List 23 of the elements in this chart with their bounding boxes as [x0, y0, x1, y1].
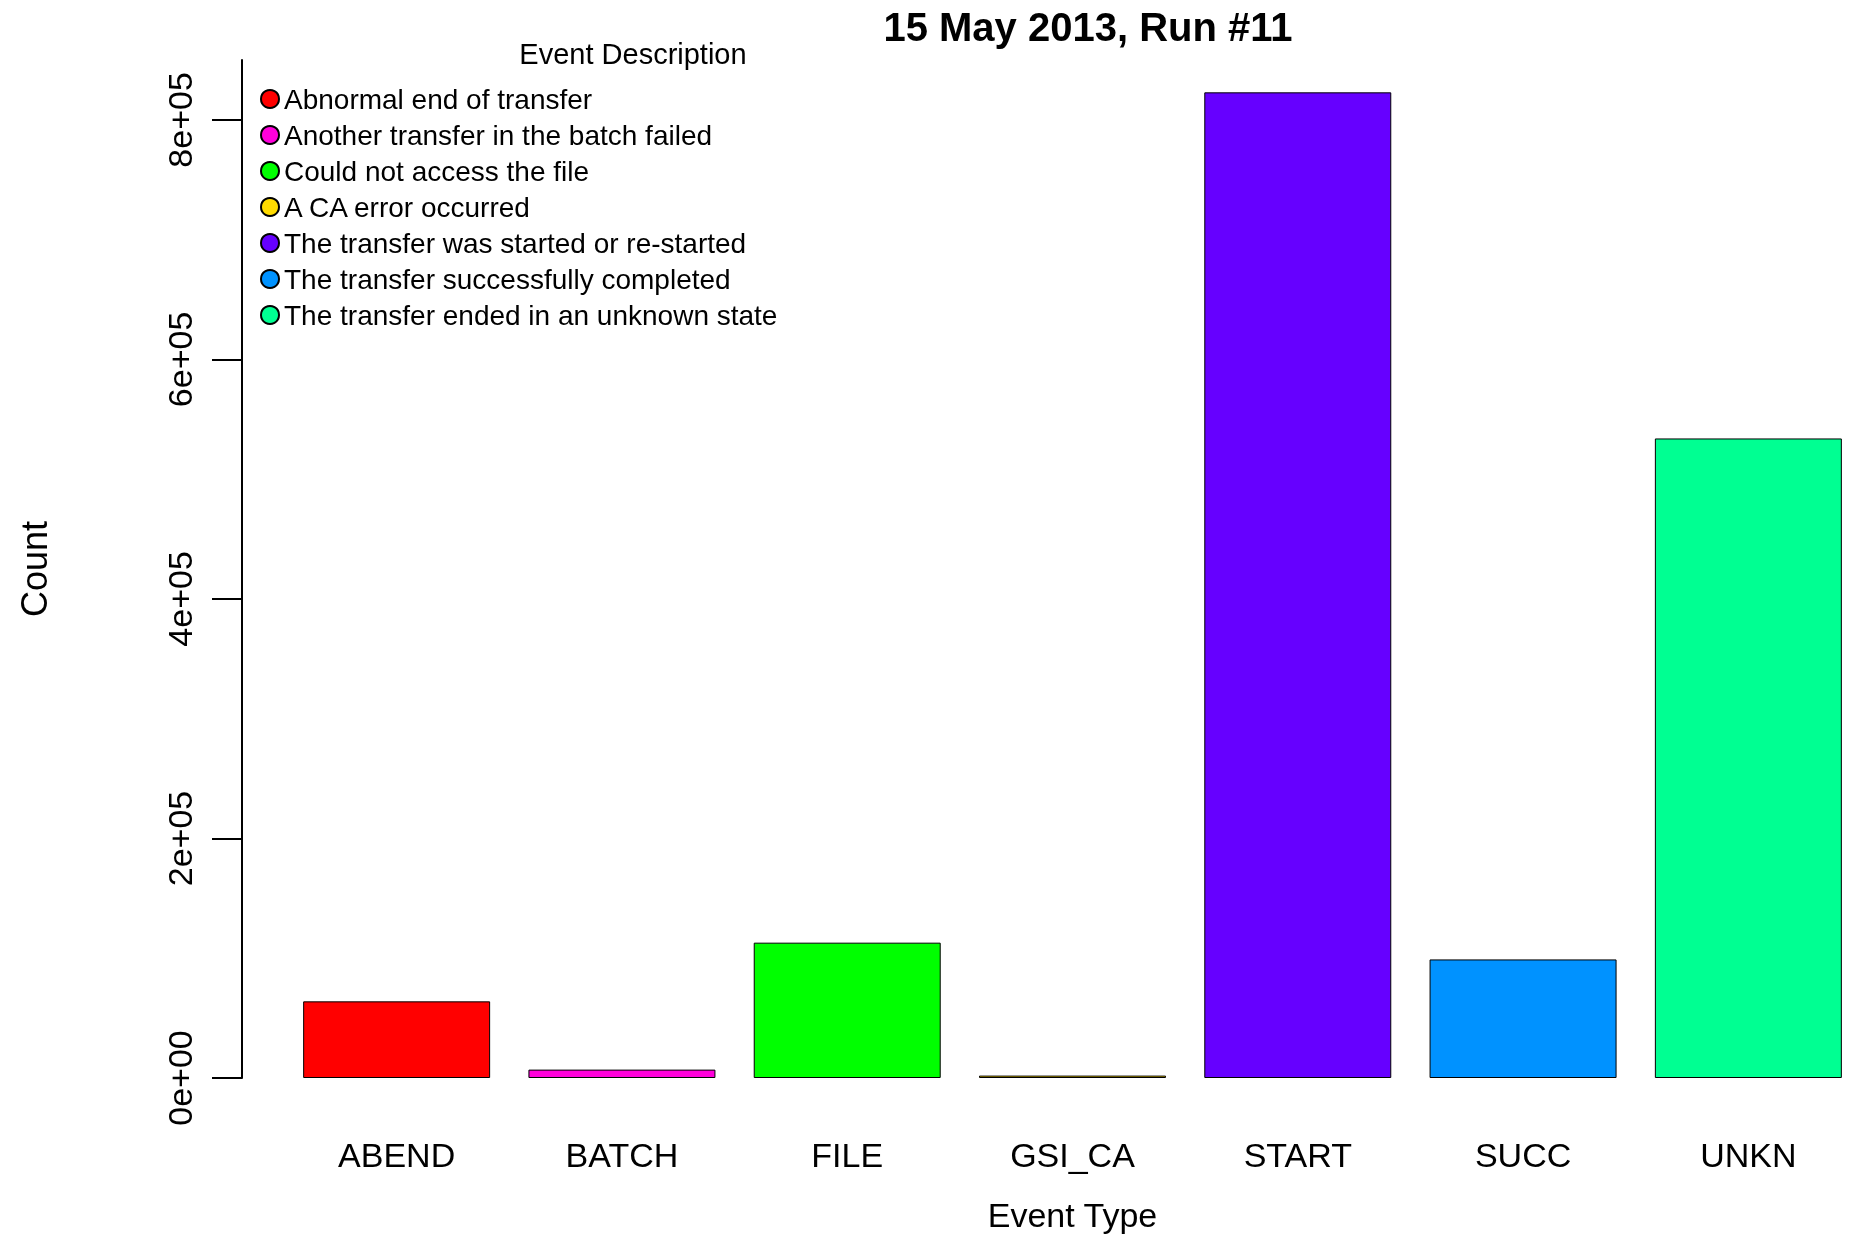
y-tick-label: 0e+00 [161, 1030, 199, 1126]
y-axis-title: Count [13, 520, 55, 618]
legend-label: Could not access the file [284, 155, 590, 187]
x-tick-label: BATCH [565, 1136, 679, 1174]
y-tick-label: 6e+05 [161, 311, 199, 408]
legend-label: Abnormal end of transfer [284, 83, 593, 115]
x-tick-label: GSI_CA [1010, 1136, 1136, 1174]
y-tick-label: 2e+05 [161, 790, 199, 887]
legend-label: The transfer successfully completed [284, 263, 731, 295]
x-tick-label: ABEND [338, 1136, 456, 1174]
x-axis-title: Event Type [987, 1196, 1158, 1234]
legend-label: Another transfer in the batch failed [284, 119, 713, 151]
legend-title: Event Description [519, 37, 747, 70]
x-tick-label: FILE [811, 1136, 884, 1174]
legend-label: The transfer ended in an unknown state [284, 299, 778, 331]
x-tick-label: UNKN [1700, 1136, 1797, 1174]
x-tick-label: SUCC [1474, 1136, 1572, 1174]
legend-label: The transfer was started or re-started [284, 227, 747, 259]
legend-label: A CA error occurred [284, 191, 530, 223]
y-tick-label: 8e+05 [161, 72, 199, 168]
x-tick-label: START [1243, 1136, 1352, 1174]
y-tick-label: 4e+05 [161, 551, 199, 647]
chart-title: 15 May 2013, Run #11 [883, 5, 1293, 49]
